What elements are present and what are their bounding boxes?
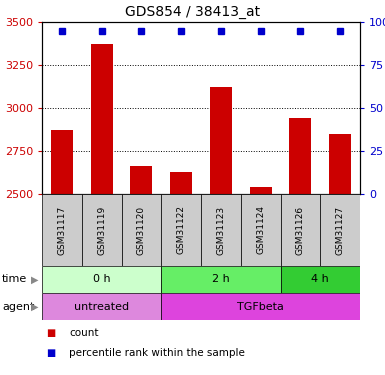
Bar [320, 194, 360, 266]
Bar [210, 87, 232, 194]
Text: GDS854 / 38413_at: GDS854 / 38413_at [125, 5, 260, 19]
Text: 0 h: 0 h [93, 274, 110, 285]
Text: GSM31127: GSM31127 [336, 206, 345, 255]
Text: ■: ■ [46, 348, 55, 358]
Text: GSM31126: GSM31126 [296, 206, 305, 255]
Bar [241, 194, 281, 266]
Bar [91, 44, 112, 194]
Text: GSM31119: GSM31119 [97, 206, 106, 255]
Text: ▶: ▶ [30, 274, 38, 285]
Text: agent: agent [2, 302, 34, 312]
Text: ▶: ▶ [30, 302, 38, 312]
Text: 4 h: 4 h [311, 274, 329, 285]
Bar [201, 194, 241, 266]
Text: ■: ■ [46, 328, 55, 338]
Bar [281, 266, 360, 293]
Bar [290, 118, 311, 194]
Bar [250, 187, 271, 194]
Bar [42, 266, 161, 293]
Bar [131, 166, 152, 194]
Bar [170, 172, 192, 194]
Text: time: time [2, 274, 27, 285]
Text: GSM31124: GSM31124 [256, 206, 265, 255]
Text: untreated: untreated [74, 302, 129, 312]
Text: GSM31117: GSM31117 [57, 206, 66, 255]
Bar [161, 293, 360, 320]
Text: 2 h: 2 h [212, 274, 230, 285]
Bar [42, 293, 161, 320]
Bar [281, 194, 320, 266]
Text: GSM31120: GSM31120 [137, 206, 146, 255]
Bar [161, 266, 281, 293]
Bar [161, 194, 201, 266]
Text: GSM31122: GSM31122 [177, 206, 186, 255]
Bar [42, 194, 82, 266]
Bar [51, 130, 73, 194]
Text: count: count [69, 328, 99, 338]
Bar [82, 194, 122, 266]
Text: GSM31123: GSM31123 [216, 206, 225, 255]
Bar [122, 194, 161, 266]
Text: TGFbeta: TGFbeta [237, 302, 284, 312]
Text: percentile rank within the sample: percentile rank within the sample [69, 348, 245, 358]
Bar [329, 134, 351, 194]
